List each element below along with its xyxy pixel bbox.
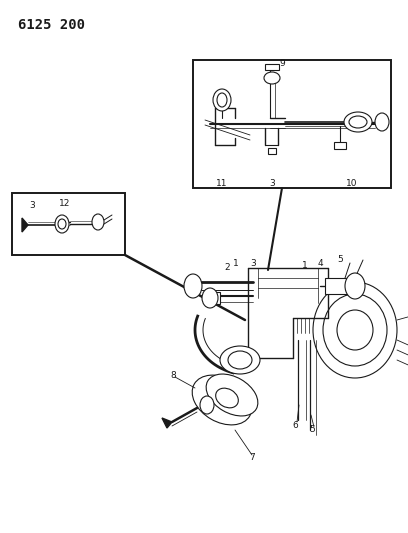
- Text: 12: 12: [59, 198, 71, 207]
- Polygon shape: [22, 218, 28, 232]
- Ellipse shape: [313, 282, 397, 378]
- Ellipse shape: [217, 93, 227, 107]
- Ellipse shape: [200, 396, 214, 414]
- Ellipse shape: [206, 374, 258, 416]
- Polygon shape: [162, 418, 172, 428]
- Ellipse shape: [58, 219, 66, 229]
- Text: 4: 4: [317, 259, 323, 268]
- Ellipse shape: [337, 310, 373, 350]
- Text: 9: 9: [279, 59, 285, 68]
- Text: 2: 2: [224, 262, 230, 271]
- Text: 11: 11: [216, 179, 228, 188]
- Bar: [265, 64, 279, 70]
- Text: 7: 7: [249, 454, 255, 463]
- Bar: [212, 292, 220, 304]
- Ellipse shape: [323, 294, 387, 366]
- Ellipse shape: [349, 116, 367, 128]
- Bar: [325, 278, 355, 294]
- Bar: [268, 148, 276, 154]
- Bar: [12, 193, 125, 255]
- Text: 3: 3: [250, 259, 256, 268]
- Text: 3: 3: [29, 201, 35, 211]
- Text: 5: 5: [337, 255, 343, 264]
- Ellipse shape: [228, 351, 252, 369]
- Text: 6: 6: [292, 421, 298, 430]
- Ellipse shape: [220, 346, 260, 374]
- Text: 6125 200: 6125 200: [18, 18, 85, 32]
- Text: 8: 8: [170, 370, 176, 379]
- Ellipse shape: [216, 388, 238, 408]
- Ellipse shape: [92, 214, 104, 230]
- Text: 1: 1: [302, 261, 308, 270]
- Text: 5: 5: [309, 425, 315, 434]
- Ellipse shape: [344, 112, 372, 132]
- Bar: [334, 142, 346, 149]
- Text: 3: 3: [269, 179, 275, 188]
- Bar: [193, 60, 391, 188]
- Ellipse shape: [184, 274, 202, 298]
- Ellipse shape: [55, 215, 69, 233]
- Text: 1: 1: [233, 260, 239, 269]
- Ellipse shape: [202, 288, 218, 308]
- Ellipse shape: [375, 113, 389, 131]
- Ellipse shape: [345, 273, 365, 299]
- Ellipse shape: [213, 89, 231, 111]
- Text: 10: 10: [346, 179, 358, 188]
- Ellipse shape: [264, 72, 280, 84]
- Ellipse shape: [192, 375, 252, 425]
